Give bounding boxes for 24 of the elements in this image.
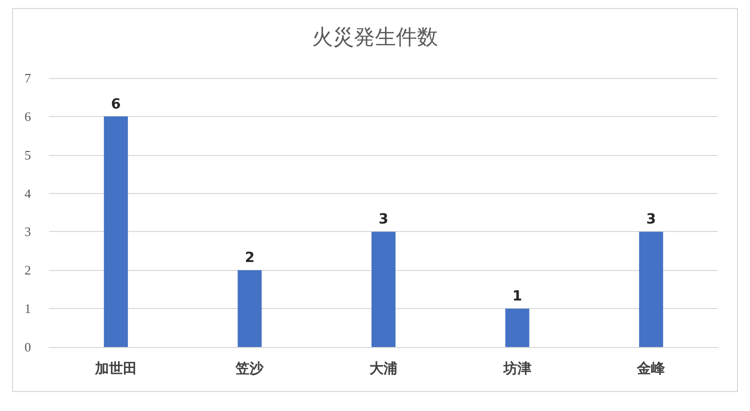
y-tick-label: 5 <box>24 147 31 162</box>
y-tick-label: 2 <box>24 262 31 278</box>
data-label: 2 <box>244 250 255 266</box>
y-tick-label: 3 <box>24 224 31 240</box>
x-tick-label: 笠沙 <box>234 360 265 376</box>
chart-title: 火災発生件数 <box>312 26 438 49</box>
y-tick-label: 1 <box>24 301 31 316</box>
bar <box>372 232 396 347</box>
bar <box>104 116 128 347</box>
data-label: 3 <box>378 212 388 228</box>
data-label: 6 <box>111 96 121 112</box>
y-tick-label: 7 <box>24 70 32 86</box>
y-tick-label: 6 <box>24 108 32 124</box>
bar <box>505 308 530 347</box>
bar <box>238 270 262 347</box>
data-label: 3 <box>646 212 656 228</box>
x-tick-label: 大浦 <box>370 360 398 376</box>
bar <box>639 232 664 347</box>
x-tick-label: 加世田 <box>94 360 137 376</box>
y-tick-label: 4 <box>24 186 32 201</box>
x-tick-label: 金峰 <box>636 360 666 376</box>
data-label: 1 <box>512 288 522 305</box>
y-tick-label: 0 <box>24 340 31 354</box>
x-tick-label: 坊津 <box>502 360 532 376</box>
